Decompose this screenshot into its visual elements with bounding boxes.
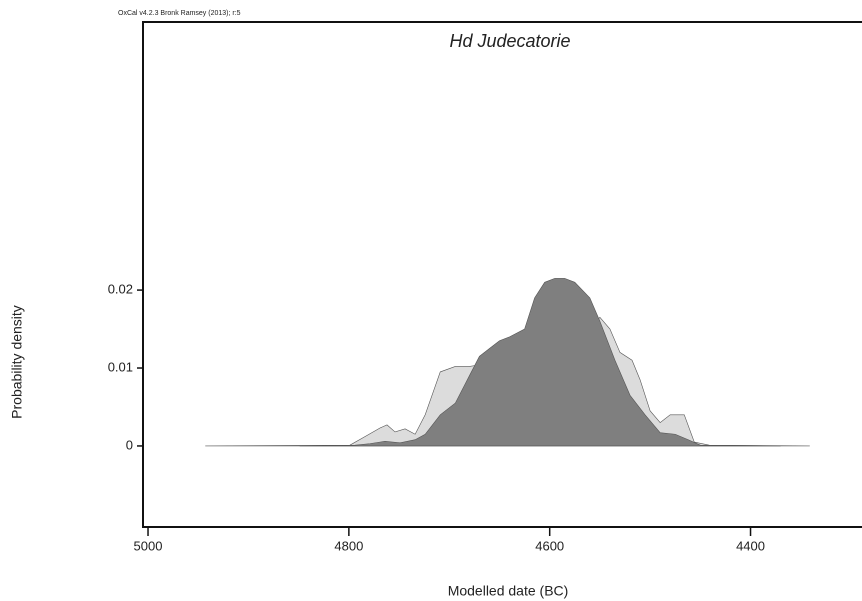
x-tick-label: 4400 [736,538,765,553]
chart-title: Hd Judecatorie [449,31,570,51]
x-tick-label: 4800 [334,538,363,553]
y-axis-label: Probability density [9,305,25,419]
y-tick-label: 0.01 [108,359,133,374]
y-tick-label: 0 [126,437,133,452]
y-tick-label: 0.02 [108,282,133,297]
x-axis-label: Modelled date (BC) [448,583,569,599]
chart-header: OxCal v4.2.3 Bronk Ramsey (2013); r:5 [118,10,241,17]
x-tick-label: 5000 [134,538,163,553]
density-area [299,278,781,447]
x-tick-label: 4600 [535,538,564,553]
